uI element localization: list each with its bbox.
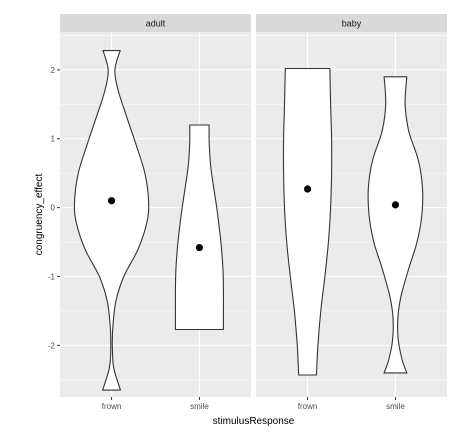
y-tick-label: -2 <box>48 341 56 350</box>
mean-point-baby-smile <box>391 201 400 209</box>
x-tick-label-smile: smile <box>386 402 405 411</box>
mean-point-baby-frown <box>303 185 312 193</box>
axis-layer: frown smile frown smile -2 -1 0 1 2 <box>48 66 405 411</box>
facet-strip-label: baby <box>342 19 362 29</box>
mean-point-adult-frown <box>107 197 116 205</box>
facet-strip <box>60 14 251 32</box>
facet-strip-label: adult <box>146 19 166 29</box>
panel-layer: adult baby <box>60 14 447 397</box>
facet-strip <box>256 14 447 32</box>
x-tick-label-smile: smile <box>190 402 209 411</box>
y-tick-label: 2 <box>51 66 56 75</box>
facet-panel-adult: adult <box>60 14 251 397</box>
x-axis-title: stimulusResponse <box>213 416 295 427</box>
violin-baby-frown <box>282 67 333 376</box>
y-tick-label: -1 <box>48 272 56 281</box>
violin-baby-smile <box>367 76 424 374</box>
x-tick-label-frown: frown <box>102 402 122 411</box>
violin-adult-frown <box>73 50 150 391</box>
violin-adult-smile <box>174 124 224 331</box>
y-tick-label: 1 <box>51 135 56 144</box>
x-tick-label-frown: frown <box>298 402 318 411</box>
mean-point-adult-smile <box>195 243 204 252</box>
y-tick-label: 0 <box>51 204 56 213</box>
y-axis-title: congruency_effect <box>34 174 45 256</box>
facet-panel-baby: baby <box>256 14 447 397</box>
